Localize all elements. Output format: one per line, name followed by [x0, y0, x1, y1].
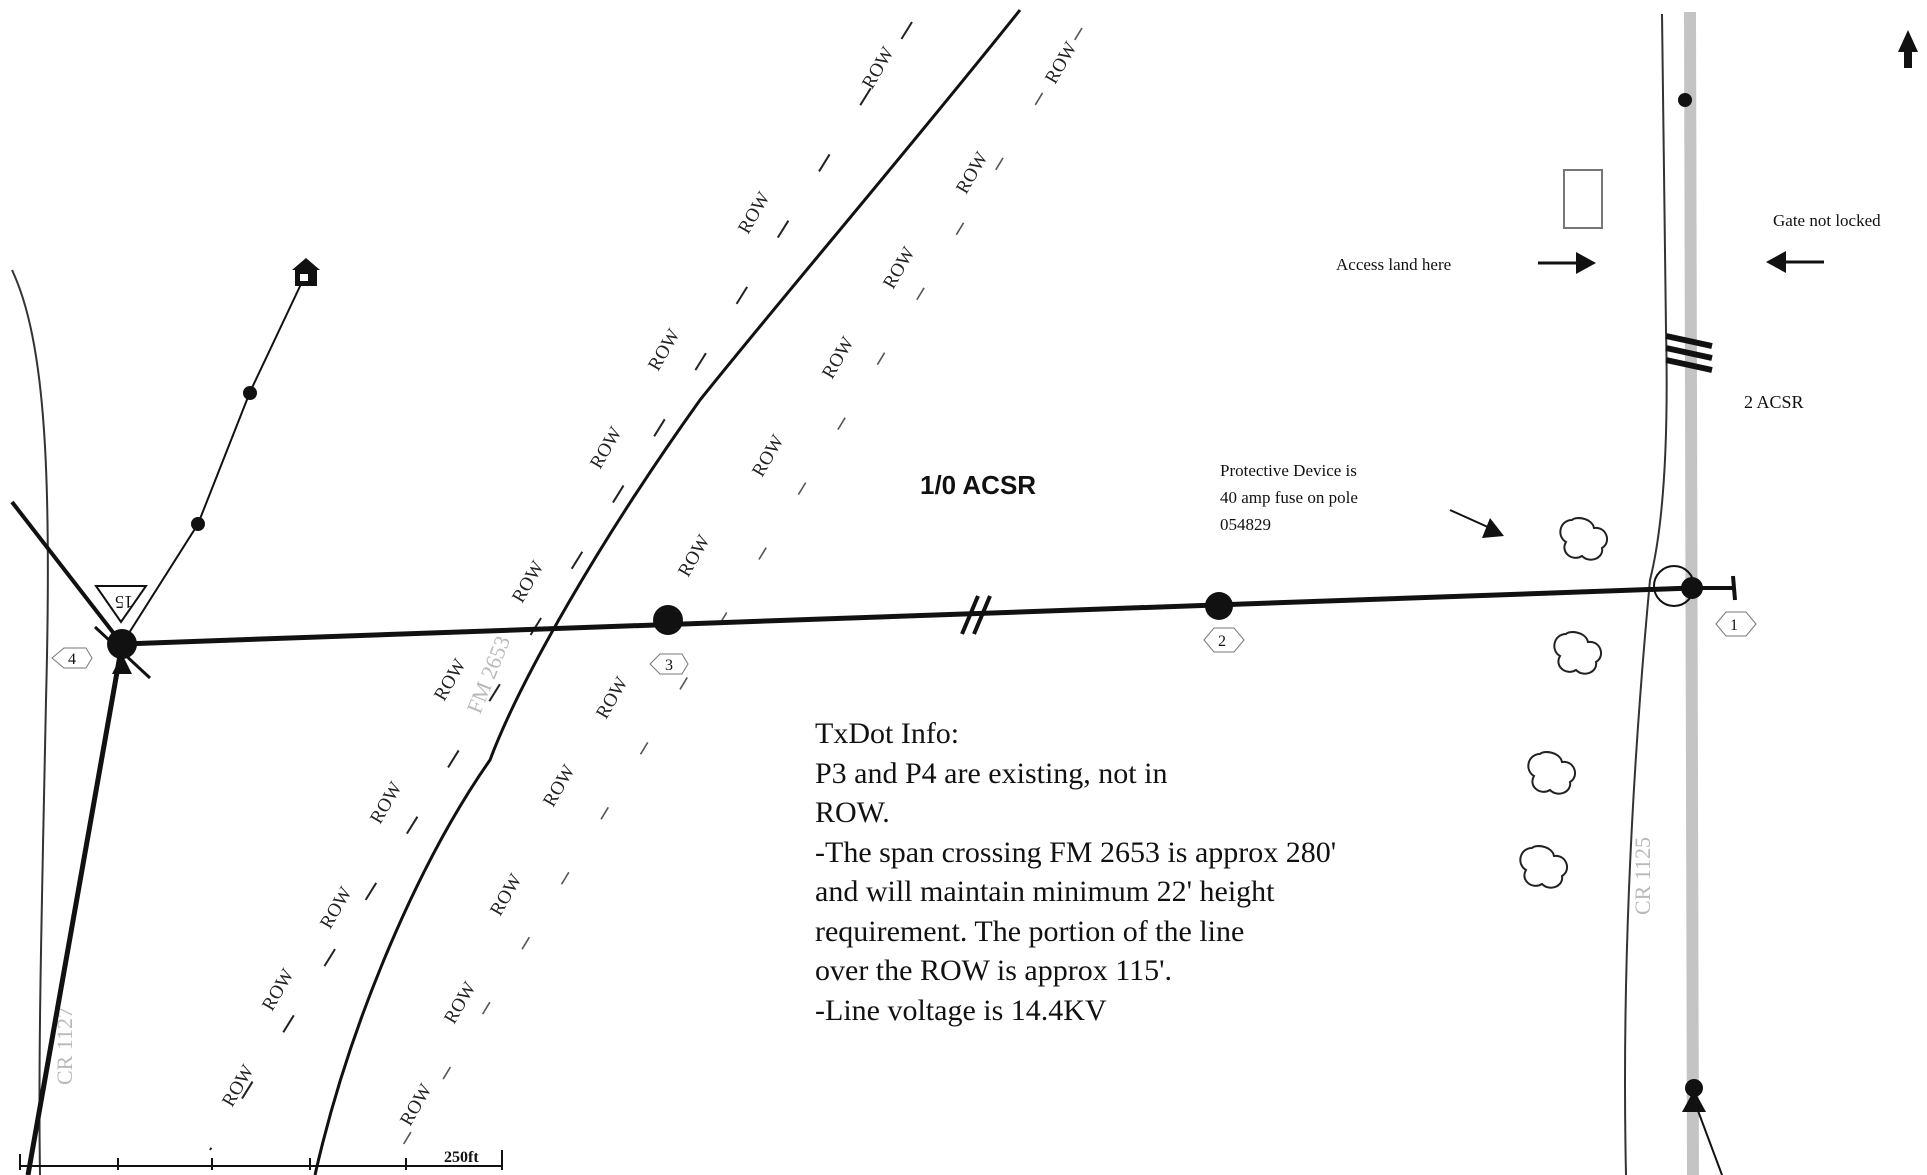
info-line: and will maintain minimum 22' height	[815, 875, 1275, 908]
house-icon	[292, 258, 320, 286]
svg-text:ROW: ROW	[1041, 39, 1081, 88]
pole-bottom-right	[1682, 1079, 1723, 1175]
protective-device-arrow-icon	[1449, 509, 1504, 538]
svg-text:ROW: ROW	[366, 779, 406, 828]
scale-bar: 250ft	[19, 1149, 503, 1170]
txdot-info-note: TxDot Info: P3 and P4 are existing, not …	[815, 714, 1455, 1030]
road-cr-left-edge	[11, 269, 49, 1175]
service-pole-1	[191, 517, 205, 531]
tree-icon	[1553, 631, 1603, 675]
gate-arrow-icon	[1766, 251, 1824, 273]
span-break-marker	[960, 595, 992, 635]
svg-text:2: 2	[1218, 633, 1226, 650]
svg-text:4: 4	[68, 651, 76, 668]
svg-text:Protective Device is: Protective Device is	[1220, 461, 1357, 480]
feeder-line-down	[25, 643, 125, 1175]
guy-line-left	[10, 500, 124, 646]
info-line: -Line voltage is 14.4KV	[815, 993, 1107, 1027]
svg-text:ROW: ROW	[430, 656, 470, 705]
info-line: -The span crossing FM 2653 is approx 280…	[815, 835, 1337, 869]
tree-icon	[1519, 845, 1569, 889]
svg-text:ROW: ROW	[486, 871, 526, 920]
svg-text:ROW: ROW	[592, 674, 632, 723]
info-line: over the ROW is approx 115'.	[815, 954, 1173, 987]
info-line: ROW.	[815, 796, 890, 829]
transformer-symbol: 15	[94, 585, 148, 624]
svg-text:1: 1	[1730, 617, 1738, 634]
pole-4: 4	[51, 629, 137, 674]
info-line: TxDot Info:	[815, 717, 960, 750]
access-arrow-icon	[1538, 252, 1596, 274]
service-pole-2	[243, 386, 257, 400]
svg-text:ROW: ROW	[674, 532, 714, 581]
conductor-main-label: 1/0 ACSR	[920, 470, 1036, 500]
svg-text:3: 3	[665, 657, 673, 674]
road-fm-centerline	[313, 9, 1022, 1175]
service-line	[121, 281, 303, 645]
svg-text:ROW: ROW	[508, 558, 548, 607]
road-label-cr-right: CR 1125	[1630, 837, 1655, 915]
north-arrow-icon	[1898, 30, 1918, 68]
svg-text:ROW: ROW	[539, 762, 579, 811]
svg-text:ROW: ROW	[818, 334, 858, 383]
svg-text:ROW: ROW	[586, 424, 626, 473]
svg-text:15: 15	[115, 592, 133, 612]
svg-text:ROW: ROW	[258, 966, 298, 1015]
svg-text:ROW: ROW	[748, 432, 788, 481]
access-label: Access land here	[1336, 255, 1451, 274]
svg-text:ROW: ROW	[316, 884, 356, 933]
road-label-fm: FM 2653	[461, 632, 515, 717]
svg-text:ROW: ROW	[879, 244, 919, 293]
tree-icon	[1559, 517, 1609, 561]
info-line: P3 and P4 are existing, not in	[815, 756, 1168, 790]
building-outline	[1563, 169, 1603, 229]
gate-label: Gate not locked	[1773, 211, 1881, 230]
svg-text:ROW: ROW	[218, 1062, 258, 1111]
svg-text:ROW: ROW	[396, 1081, 436, 1130]
pole-2: 2	[1203, 592, 1245, 653]
cattle-guard	[1665, 333, 1713, 373]
protective-device-note: Protective Device is 40 amp fuse on pole…	[1220, 461, 1358, 534]
svg-text:ROW: ROW	[440, 979, 480, 1028]
svg-text:40 amp fuse on pole: 40 amp fuse on pole	[1220, 488, 1358, 507]
primary-line-main	[121, 585, 1693, 647]
conductor-branch-label: 2 ACSR	[1744, 392, 1804, 412]
svg-text:250ft: 250ft	[444, 1149, 479, 1166]
svg-text:054829: 054829	[1220, 515, 1271, 534]
tree-icon	[1527, 751, 1577, 795]
pole-top-right	[1678, 93, 1692, 107]
info-line: requirement. The portion of the line	[815, 914, 1245, 948]
svg-text:ROW: ROW	[734, 189, 774, 238]
svg-text:ROW: ROW	[858, 44, 898, 93]
svg-text:ROW: ROW	[644, 326, 684, 375]
svg-text:ROW: ROW	[952, 149, 992, 198]
pole-3: 3	[649, 605, 689, 675]
pole-1: 1	[1653, 565, 1757, 637]
row-line-left	[209, 21, 913, 1151]
